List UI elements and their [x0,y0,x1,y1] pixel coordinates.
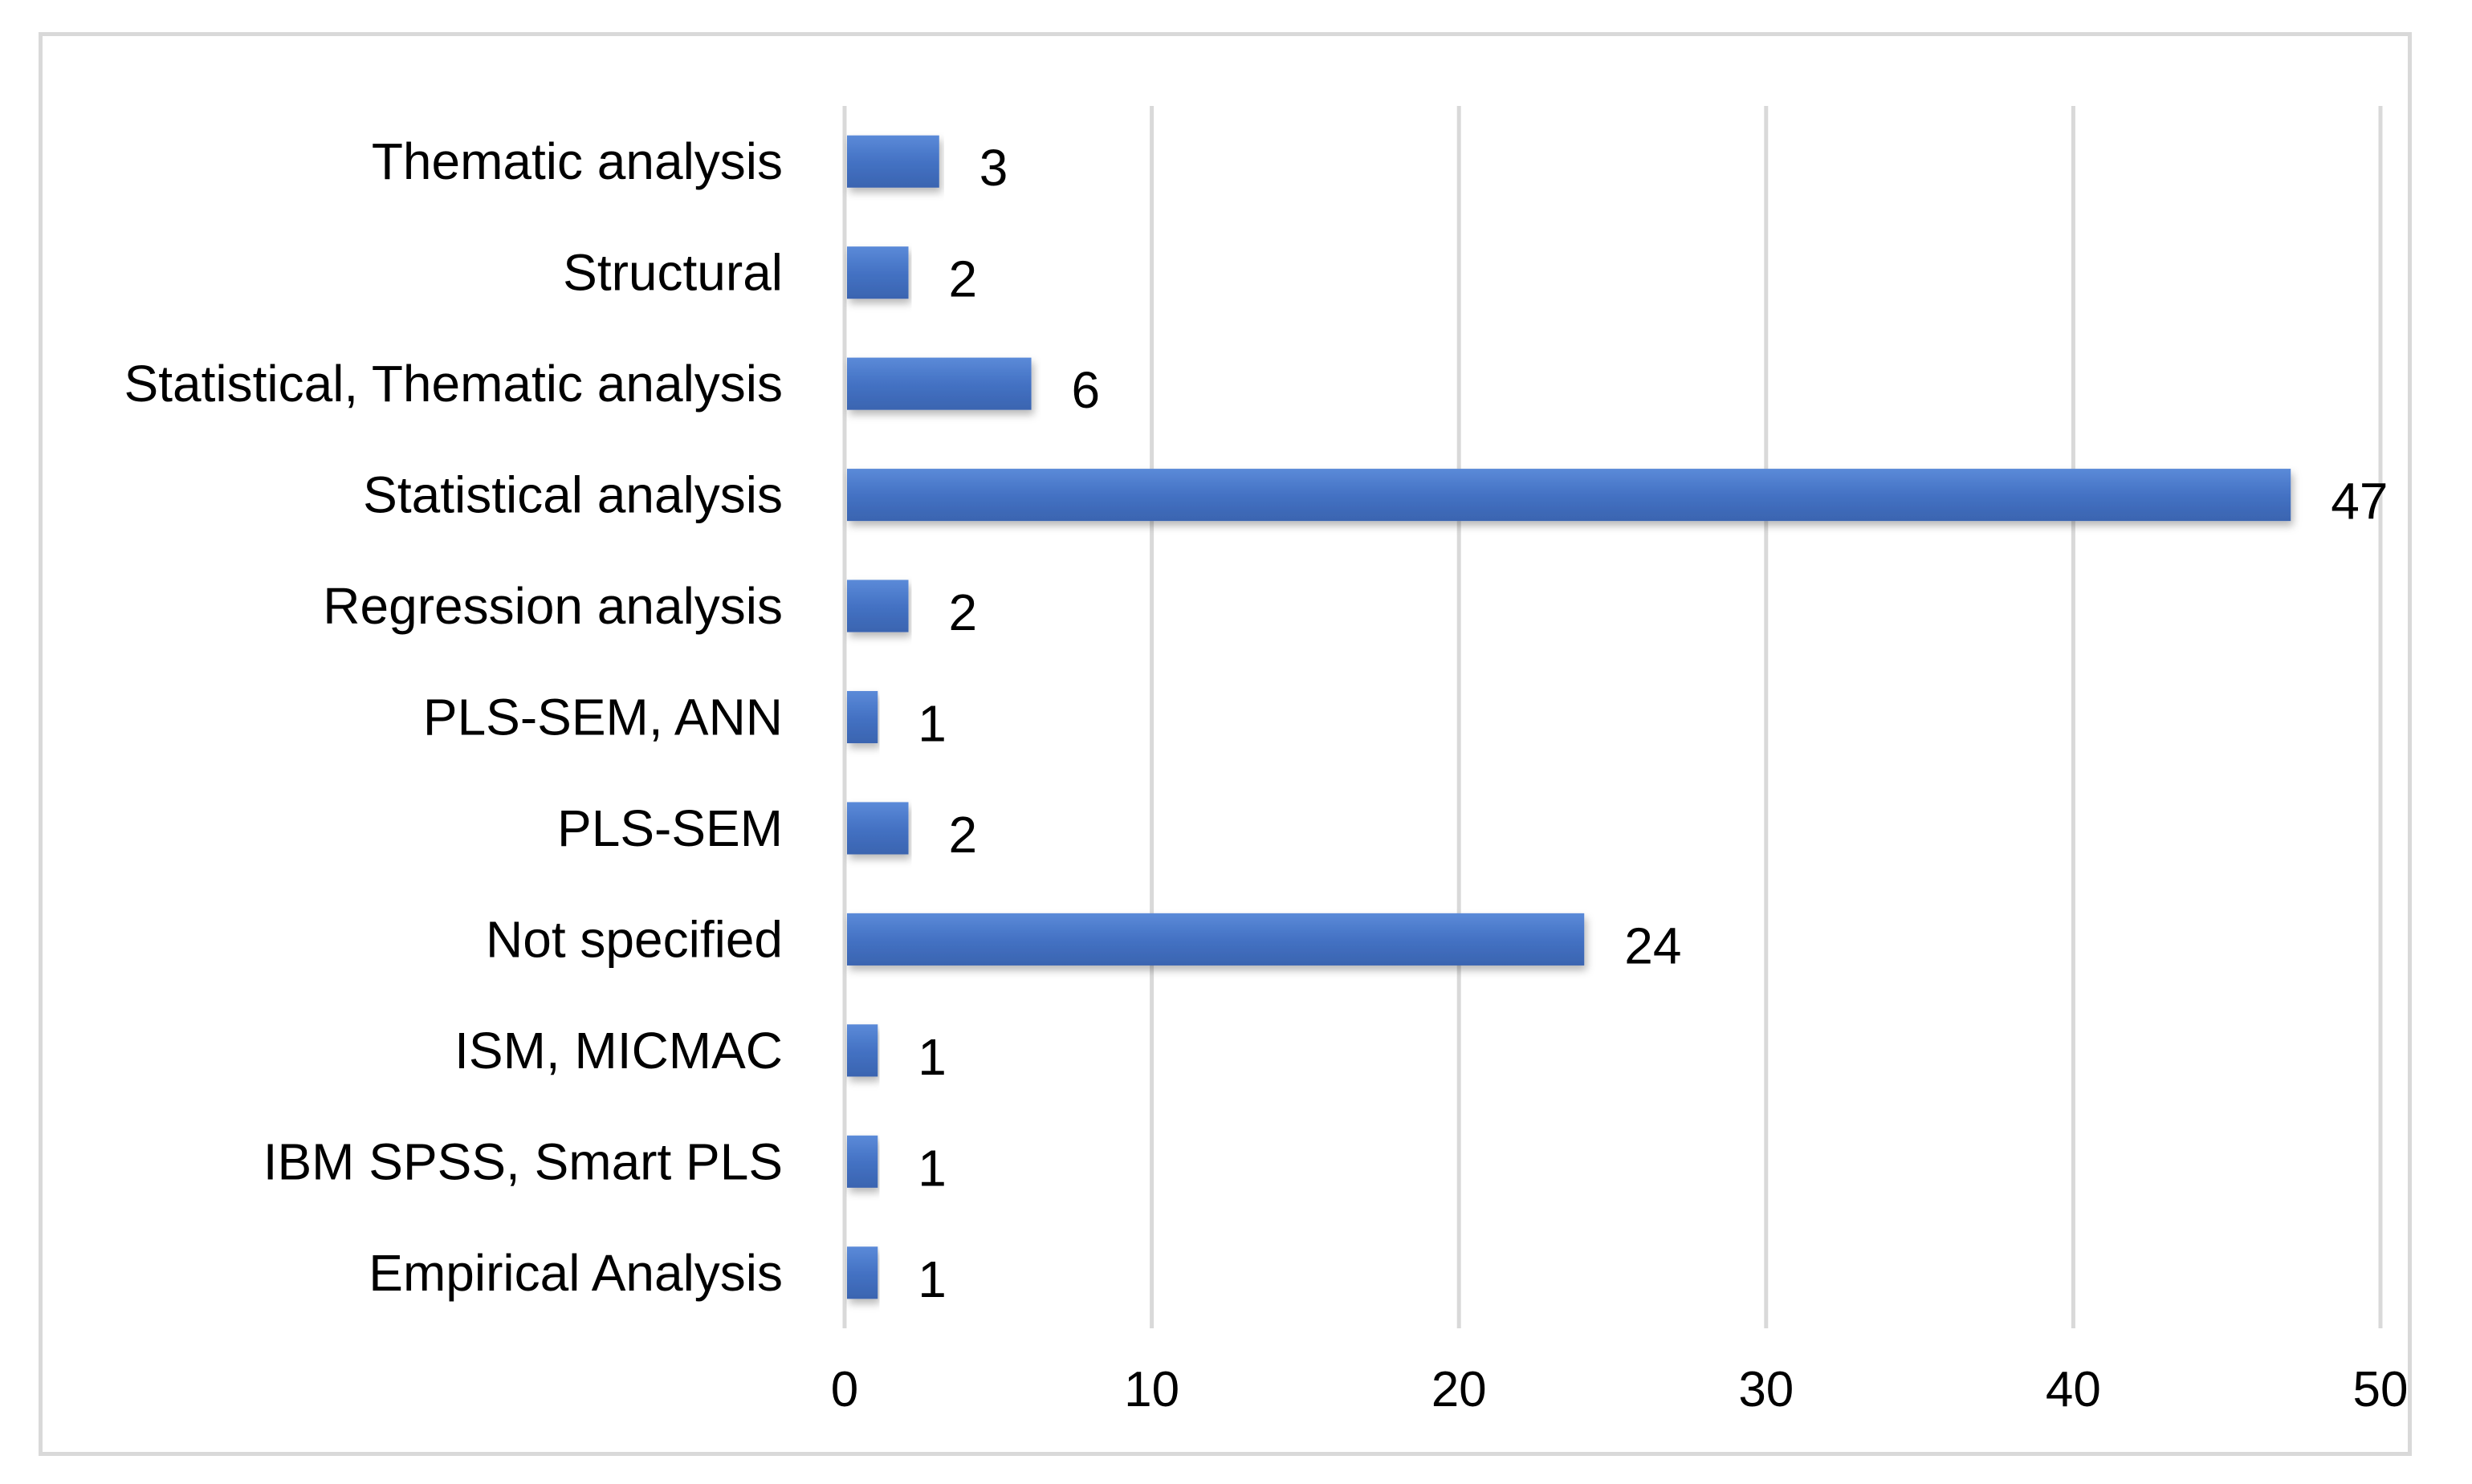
bar-statistical-analysis [847,469,2291,522]
x-tick-label-20: 20 [1431,1362,1487,1417]
data-label: 1 [918,695,947,753]
category-label: Empirical Analysis [369,1244,783,1302]
x-tick-label-40: 40 [2046,1362,2101,1417]
category-label: ISM, MICMAC [454,1022,783,1079]
category-label: Regression analysis [323,577,783,635]
category-label: Structural [563,244,783,302]
bar-structural [847,246,909,299]
x-tick-label-50: 50 [2353,1362,2409,1417]
data-label: 47 [2331,473,2388,531]
data-label: 24 [1624,917,1681,974]
bar-pls-sem-ann [847,690,878,744]
chart-frame [39,32,2412,1456]
data-label: 2 [949,250,978,308]
data-label: 2 [949,583,978,641]
data-label: 1 [918,1250,947,1308]
bar-thematic-analysis [847,135,939,188]
category-label: IBM SPSS, Smart PLS [263,1132,783,1190]
labels: 0 10 20 30 40 50 Empirical Analysis 1 IBM SPSS, … [124,132,2409,1417]
bar-ibm-spss-smart-pls [847,1135,878,1188]
category-label: PLS-SEM, ANN [423,689,783,746]
data-label: 2 [949,806,978,864]
bar-not-specified [847,913,1585,966]
bar-regression-analysis [847,579,909,632]
x-tick-label-10: 10 [1124,1362,1179,1417]
x-tick-label-30: 30 [1738,1362,1794,1417]
data-label: 1 [918,1139,947,1197]
data-label: 1 [918,1028,947,1086]
category-label: PLS-SEM [557,799,783,857]
bar-empirical-analysis [847,1246,878,1299]
category-label: Statistical analysis [363,466,783,524]
category-label: Statistical, Thematic analysis [124,355,783,413]
category-label: Not specified [486,910,783,968]
category-label: Thematic analysis [372,132,783,190]
data-label: 6 [1072,361,1101,419]
bar-pls-sem [847,802,909,855]
bars [847,135,2291,1299]
bar-statistical-thematic-analysis [847,357,1032,410]
gridlines [842,106,2383,1328]
bar-ism-micmac [847,1024,878,1077]
x-tick-label-0: 0 [831,1362,858,1417]
data-label: 3 [979,139,1008,197]
